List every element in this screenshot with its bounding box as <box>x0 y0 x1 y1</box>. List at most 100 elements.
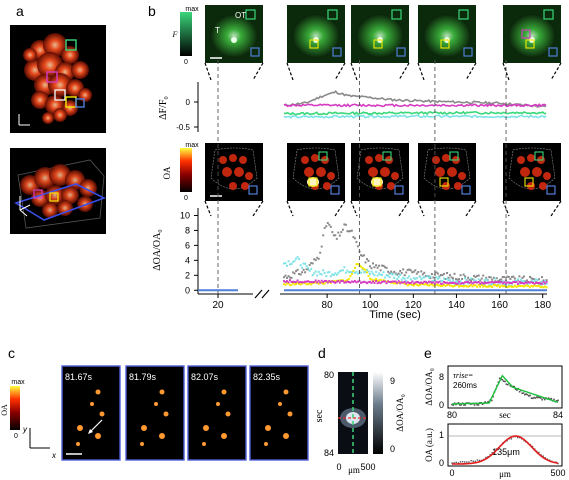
roi-blue <box>75 98 85 108</box>
fluor-image: T OT <box>205 5 263 63</box>
frame-time: 82.07s <box>191 372 219 382</box>
panel-d-colorbar-label: ΔOA/OA₀ <box>395 394 405 431</box>
fluor-image <box>418 5 476 63</box>
panel-e-top-ylabel: ΔOA/OA₀ <box>424 368 434 405</box>
fluor-image <box>503 5 561 63</box>
fluor-image <box>287 5 345 63</box>
svg-text:0: 0 <box>336 462 341 472</box>
oa-image <box>287 143 345 201</box>
svg-text:-0.5: -0.5 <box>176 123 190 132</box>
svg-text:0: 0 <box>14 433 18 440</box>
oa-y-tick: 2 <box>185 270 190 280</box>
svg-text:500: 500 <box>550 468 565 478</box>
panel-d-xlabel: μm <box>348 465 360 475</box>
oa-y-tick: 0 <box>185 285 190 295</box>
panel-e-bottom-ylabel: OA (a.u.) <box>424 428 434 462</box>
oa-y-tick: 6 <box>185 240 190 250</box>
panel-a-letter: a <box>16 3 24 19</box>
panel-d-colorbar: 9 0 ΔOA/OA₀ <box>373 372 405 454</box>
svg-text:8: 8 <box>439 372 444 382</box>
axes-icon <box>18 114 30 126</box>
axis-break <box>254 289 270 299</box>
ot-label: OT <box>235 11 246 20</box>
svg-text:0: 0 <box>439 458 444 468</box>
panel-e-top-traces <box>451 374 559 406</box>
svg-text:y: y <box>22 425 28 434</box>
svg-text:84: 84 <box>324 448 334 458</box>
panel-b-letter: b <box>148 3 156 19</box>
rise-label: τrise= <box>453 371 473 380</box>
roi-white <box>54 89 66 101</box>
panel-c-frame: 82.35s <box>249 365 309 461</box>
time-x-tick: 80 <box>322 300 334 311</box>
svg-text:max: max <box>185 142 199 149</box>
fluor-colorbar-label: F <box>172 30 178 39</box>
svg-text:80: 80 <box>324 370 334 380</box>
svg-text:0: 0 <box>449 468 454 478</box>
time-xlabel: Time (sec) <box>369 309 421 321</box>
panel-e-bottom-axes: 1 0 0 500 μm OA (a.u.) 135μm <box>424 423 566 479</box>
panel-e-bottom-xlabel: μm <box>499 469 511 479</box>
oa-traces <box>198 222 548 292</box>
time-x-tick: 140 <box>448 300 465 311</box>
roi-green <box>65 39 77 51</box>
oa-image <box>503 143 561 201</box>
panel-c-frame: 82.07s <box>187 365 247 461</box>
svg-text:0: 0 <box>184 59 188 66</box>
svg-text:0: 0 <box>184 195 188 202</box>
oa-image-row <box>205 143 561 201</box>
svg-text:9: 9 <box>390 376 395 386</box>
slice-plane <box>14 183 107 221</box>
oa-y-tick: 4 <box>185 255 190 265</box>
panel-e-top-xlabel: sec <box>499 410 511 420</box>
svg-text:84: 84 <box>553 410 563 420</box>
oa-image <box>205 143 263 201</box>
oa-image <box>418 143 476 201</box>
panel-a-top-image <box>10 25 106 133</box>
panel-e-letter: e <box>424 345 432 361</box>
roi-magenta <box>46 71 58 83</box>
time-x-tick: 180 <box>534 300 551 311</box>
axes-3d-icon <box>19 196 31 217</box>
svg-text:80: 80 <box>447 410 457 420</box>
frame-time: 81.67s <box>65 372 93 382</box>
svg-text:max: max <box>185 6 199 13</box>
oa-series-magenta <box>283 279 548 285</box>
oa-image <box>351 143 409 201</box>
time-x-tick: 100 <box>362 300 379 311</box>
panel-e-top-axes: 8 0 80 84 sec ΔOA/OA₀ τrise= 260ms <box>424 365 563 420</box>
fluor-series-green <box>283 110 547 116</box>
panel-c-colorbar-label: OA <box>0 404 9 416</box>
oa-trace-ylabel: ΔOA/OA₀ <box>152 229 163 271</box>
fluor-image <box>351 5 409 63</box>
svg-text:0: 0 <box>390 444 395 454</box>
t-label: T <box>215 26 220 35</box>
panel-d-kymograph: 80 84 sec 0 500 μm <box>314 370 376 475</box>
oa-y-tick: 10 <box>180 210 190 220</box>
panel-d-ylabel: sec <box>314 409 325 422</box>
panel-c-frame: 81.67s <box>61 365 121 461</box>
panel-c-colorbar: max OA 0 <box>0 379 25 440</box>
time-x-tick: 160 <box>491 300 508 311</box>
panel-c-axes: y x <box>22 425 57 460</box>
fluor-image-row: T OT <box>205 5 561 63</box>
panel-d-letter: d <box>318 345 326 361</box>
oa-colorbar: max OA 0 <box>162 142 199 202</box>
time-x-tick: 120 <box>405 300 422 311</box>
svg-text:max: max <box>11 379 25 386</box>
svg-text:0: 0 <box>439 400 444 410</box>
width-label: 135μm <box>492 447 520 457</box>
oa-colorbar-label: OA <box>162 166 172 179</box>
rise-value: 260ms <box>453 381 477 390</box>
svg-text:500: 500 <box>360 462 375 472</box>
svg-text:1: 1 <box>439 430 444 440</box>
fluor-series-magenta <box>283 103 547 108</box>
time-x-tick: 20 <box>212 300 224 311</box>
fluor-series-gray <box>283 90 547 108</box>
svg-text:0: 0 <box>186 98 191 107</box>
panel-a-bottom-image <box>10 148 107 234</box>
frame-time: 82.35s <box>253 372 281 382</box>
fluor-trace-axes: 0 -0.5 ΔF/F₀ <box>158 82 199 132</box>
